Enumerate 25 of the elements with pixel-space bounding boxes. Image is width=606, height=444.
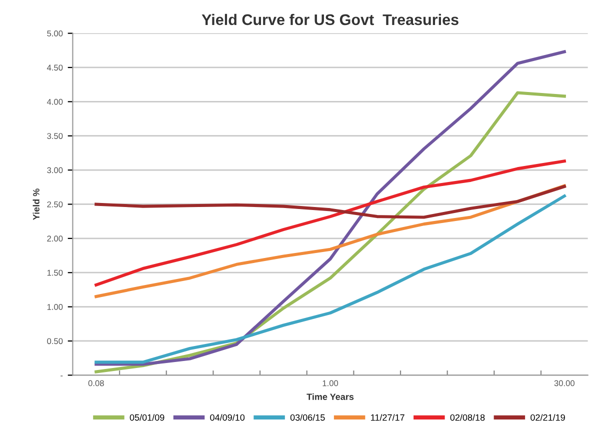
line-series [94,194,566,364]
y-tick-label: 1.50 [47,270,63,276]
y-tick-label: 2.50 [47,201,63,208]
legend-label: 11/27/17 [371,414,404,421]
x-axis-title: Time Years [306,393,354,400]
y-tick-label: 5.00 [47,30,63,36]
y-tick-label: 2.00 [47,236,63,242]
y-tick-label: 0.50 [47,338,63,344]
y-tick-label: 4.50 [46,64,63,71]
line-series [94,184,566,219]
x-tick-label: 1.00 [322,380,338,386]
legend-label: 02/08/18 [450,414,485,421]
y-tick-label: 4.00 [46,98,63,105]
legend-label: 03/06/15 [290,414,325,421]
x-tick-label: 0.08 [88,380,104,386]
y-axis-title: Yield % [32,188,40,220]
legend-label: 02/21/19 [530,414,565,421]
y-tick-label: 3.00 [47,167,63,174]
line-series [94,160,566,286]
y-tick-label: 1.00 [47,304,63,310]
y-tick-label: 3.50 [47,133,63,139]
legend-label: 04/09/10 [210,414,245,421]
x-tick-label: 30.00 [554,380,575,386]
chart-title: Yield Curve for US Govt Treasuries [202,14,458,26]
legend-label: 05/01/09 [130,414,164,421]
